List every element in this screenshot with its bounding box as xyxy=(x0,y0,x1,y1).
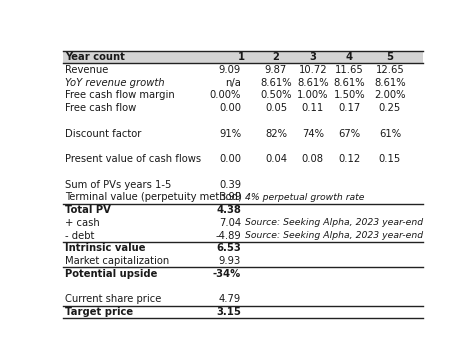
Text: 5: 5 xyxy=(386,52,393,62)
Text: 2: 2 xyxy=(273,52,280,62)
Text: Current share price: Current share price xyxy=(65,294,161,304)
Text: 3: 3 xyxy=(309,52,316,62)
Text: - debt: - debt xyxy=(65,231,94,241)
Text: + cash: + cash xyxy=(65,218,100,228)
Text: -4.89: -4.89 xyxy=(215,231,241,241)
Text: Free cash flow: Free cash flow xyxy=(65,103,136,113)
Text: -34%: -34% xyxy=(213,269,241,279)
Text: 8.61%: 8.61% xyxy=(334,78,365,88)
Text: 9.87: 9.87 xyxy=(265,65,287,75)
Text: 4: 4 xyxy=(346,52,353,62)
Text: 67%: 67% xyxy=(338,128,361,139)
Text: 8.61%: 8.61% xyxy=(297,78,328,88)
Text: 8.61%: 8.61% xyxy=(374,78,406,88)
Text: Intrinsic value: Intrinsic value xyxy=(65,244,145,253)
Text: 8.61%: 8.61% xyxy=(260,78,292,88)
Text: 3.15: 3.15 xyxy=(216,307,241,317)
Text: Target price: Target price xyxy=(65,307,133,317)
Text: 6.53: 6.53 xyxy=(216,244,241,253)
Text: 61%: 61% xyxy=(379,128,401,139)
Text: 1.50%: 1.50% xyxy=(334,90,365,100)
Text: 0.25: 0.25 xyxy=(379,103,401,113)
Text: 11.65: 11.65 xyxy=(335,65,364,75)
Text: 4% perpetual growth rate: 4% perpetual growth rate xyxy=(245,193,364,202)
Text: 0.05: 0.05 xyxy=(265,103,287,113)
Text: 74%: 74% xyxy=(302,128,324,139)
Text: 1: 1 xyxy=(237,52,245,62)
Text: Discount factor: Discount factor xyxy=(65,128,141,139)
Text: Sum of PVs years 1-5: Sum of PVs years 1-5 xyxy=(65,179,171,190)
Text: YoY revenue growth: YoY revenue growth xyxy=(65,78,164,88)
Text: 0.00: 0.00 xyxy=(219,103,241,113)
Text: Potential upside: Potential upside xyxy=(65,269,157,279)
Text: 9.93: 9.93 xyxy=(219,256,241,266)
Text: Total PV: Total PV xyxy=(65,205,110,215)
Text: Market capitalization: Market capitalization xyxy=(65,256,169,266)
Text: 0.15: 0.15 xyxy=(379,154,401,164)
Text: 0.12: 0.12 xyxy=(338,154,361,164)
Text: 0.11: 0.11 xyxy=(301,103,324,113)
Text: 0.17: 0.17 xyxy=(338,103,361,113)
Text: Source: Seeking Alpha, 2023 year-end: Source: Seeking Alpha, 2023 year-end xyxy=(245,231,423,240)
Text: 7.04: 7.04 xyxy=(219,218,241,228)
Text: 82%: 82% xyxy=(265,128,287,139)
Text: Free cash flow margin: Free cash flow margin xyxy=(65,90,174,100)
Text: 4.38: 4.38 xyxy=(216,205,241,215)
Text: 3.99: 3.99 xyxy=(219,192,241,202)
Text: 12.65: 12.65 xyxy=(375,65,404,75)
Text: 0.08: 0.08 xyxy=(302,154,324,164)
Text: Present value of cash flows: Present value of cash flows xyxy=(65,154,201,164)
Text: Year count: Year count xyxy=(65,52,125,62)
Text: 0.00: 0.00 xyxy=(219,154,241,164)
Text: Terminal value (perpetuity method): Terminal value (perpetuity method) xyxy=(65,192,242,202)
Text: 4.79: 4.79 xyxy=(219,294,241,304)
Text: 91%: 91% xyxy=(219,128,241,139)
Text: 0.04: 0.04 xyxy=(265,154,287,164)
Text: Revenue: Revenue xyxy=(65,65,108,75)
Text: 1.00%: 1.00% xyxy=(297,90,328,100)
Text: 0.50%: 0.50% xyxy=(260,90,292,100)
Bar xyxy=(63,51,423,63)
Text: 0.39: 0.39 xyxy=(219,179,241,190)
Text: 2.00%: 2.00% xyxy=(374,90,406,100)
Text: n/a: n/a xyxy=(225,78,241,88)
Text: 9.09: 9.09 xyxy=(219,65,241,75)
Text: 10.72: 10.72 xyxy=(299,65,327,75)
Text: 0.00%: 0.00% xyxy=(210,90,241,100)
Text: Source: Seeking Alpha, 2023 year-end: Source: Seeking Alpha, 2023 year-end xyxy=(245,218,423,228)
